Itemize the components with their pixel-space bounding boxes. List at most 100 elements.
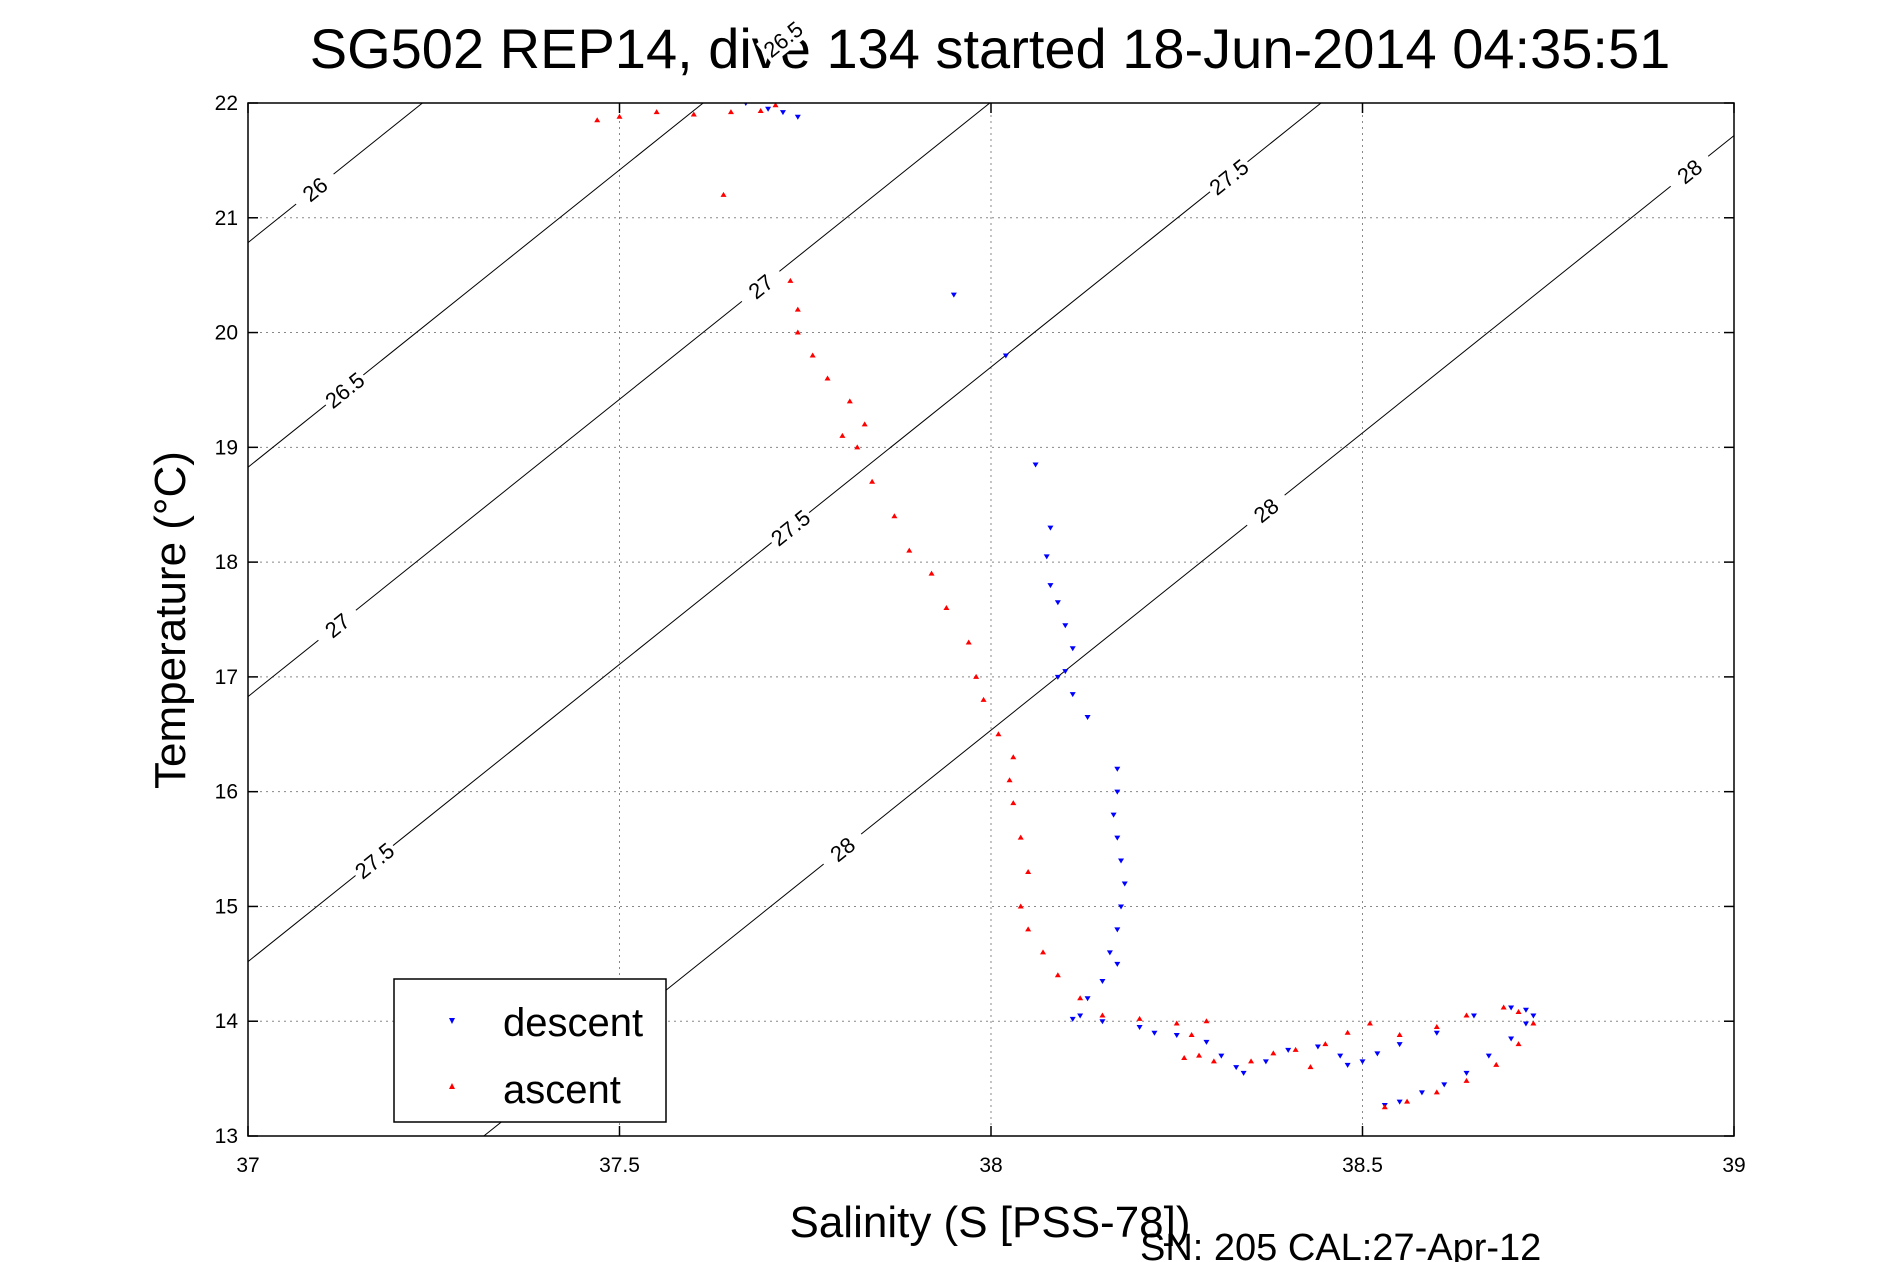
descent-point: [1110, 812, 1117, 818]
descent-point: [1118, 858, 1125, 864]
legend-descent-marker: [449, 1018, 455, 1024]
contour-label-bg: [310, 600, 365, 651]
serial-calibration-note: SN: 205 CAL:27-Apr-12: [1140, 1227, 1541, 1262]
contour-label-bg: [1239, 485, 1293, 536]
ascent-point: [1433, 1089, 1440, 1095]
descent-point: [1002, 353, 1009, 359]
ascent-point: [869, 478, 876, 484]
ascent-point: [794, 329, 801, 335]
ascent-point: [1173, 1020, 1180, 1026]
ascent-point: [965, 639, 972, 645]
ascent-point: [1025, 869, 1032, 875]
ascent-point: [854, 444, 861, 450]
descent-point: [1099, 979, 1106, 985]
descent-point: [1106, 950, 1113, 956]
ascent-point: [824, 375, 831, 381]
ascent-point: [1322, 1041, 1329, 1047]
y-tick-label: 14: [215, 1010, 239, 1033]
ascent-point: [1017, 834, 1024, 840]
ascent-point: [1196, 1052, 1203, 1058]
descent-point: [1508, 1036, 1515, 1042]
descent-point: [1118, 904, 1125, 910]
ascent-point: [861, 421, 868, 427]
ascent-point: [809, 352, 816, 358]
ascent-point: [1025, 926, 1032, 932]
x-tick-label: 38: [979, 1154, 1002, 1177]
descent-point: [1463, 1070, 1470, 1076]
descent-point: [1173, 1032, 1180, 1038]
descent-point: [1374, 1051, 1381, 1057]
ascent-point: [1530, 1020, 1537, 1026]
descent-point: [765, 106, 772, 112]
descent-point: [1522, 1007, 1529, 1013]
ascent-point: [1463, 1012, 1470, 1018]
descent-point: [1337, 1053, 1344, 1059]
y-tick-label: 17: [215, 666, 238, 689]
ascent-point: [1010, 754, 1017, 760]
descent-point: [1084, 715, 1091, 721]
descent-point: [1233, 1065, 1240, 1071]
y-tick-label: 15: [215, 895, 238, 918]
descent-point: [1470, 1013, 1477, 1019]
x-axis-ticks: 37 37.5 38 38.5 39: [236, 103, 1746, 1177]
ascent-point: [973, 673, 980, 679]
y-tick-label: 20: [215, 322, 238, 345]
ascent-point: [846, 398, 853, 404]
descent-point: [1218, 1053, 1225, 1059]
legend-ascent-label: ascent: [503, 1068, 621, 1112]
data-points: [594, 103, 1537, 1110]
y-tick-label: 18: [215, 551, 238, 574]
descent-point: [1441, 1082, 1448, 1088]
ascent-point: [891, 513, 898, 519]
descent-point: [1240, 1070, 1247, 1076]
ascent-point: [1054, 972, 1061, 978]
descent-point: [1047, 525, 1054, 531]
x-axis-label: Salinity (S [PSS-78]): [789, 1198, 1190, 1247]
density-contours: [248, 103, 1734, 1136]
legend-ascent-marker: [449, 1083, 455, 1089]
descent-point: [1359, 1059, 1366, 1065]
ascent-point: [1463, 1077, 1470, 1083]
ascent-point: [653, 109, 660, 115]
x-tick-label: 37: [236, 1154, 259, 1177]
density-contour-26.5: [248, 103, 704, 468]
ascent-point: [720, 191, 727, 197]
contour-label-bg: [1662, 146, 1717, 197]
descent-point: [1114, 927, 1121, 933]
ascent-point: [1077, 995, 1084, 1001]
ascent-point: [727, 109, 734, 115]
y-tick-label: 16: [215, 781, 238, 804]
descent-point: [1062, 623, 1069, 629]
descent-point: [1114, 766, 1121, 772]
contour-label-bg: [763, 502, 818, 553]
ascent-point: [787, 277, 794, 283]
descent-point: [1054, 600, 1061, 606]
descent-point: [1522, 1021, 1529, 1027]
ascent-point: [995, 731, 1002, 737]
ascent-point: [1515, 1041, 1522, 1047]
descent-point: [1062, 669, 1069, 675]
ascent-point: [1404, 1098, 1411, 1104]
ascent-point: [1203, 1018, 1210, 1024]
contour-label-bg: [815, 823, 870, 875]
descent-point: [1054, 674, 1061, 680]
ascent-point: [1433, 1023, 1440, 1029]
ascent-point: [1248, 1058, 1255, 1064]
descent-point: [1433, 1030, 1440, 1036]
descent-point: [1508, 1005, 1515, 1011]
descent-point: [1314, 1044, 1321, 1050]
ascent-point: [906, 547, 913, 553]
density-contour-27.5: [248, 103, 1322, 962]
y-tick-label: 19: [215, 436, 238, 459]
contour-label-bg: [347, 835, 402, 886]
density-contour-28: [483, 135, 1734, 1136]
ascent-point: [1099, 1012, 1106, 1018]
ascent-point: [757, 108, 764, 114]
contour-label-bg: [317, 364, 372, 416]
descent-point: [1084, 996, 1091, 1002]
descent-point: [1485, 1053, 1492, 1059]
descent-point: [1077, 1013, 1084, 1019]
descent-point: [1069, 692, 1076, 698]
y-tick-label: 13: [215, 1125, 238, 1148]
x-tick-label: 37.5: [599, 1154, 640, 1177]
